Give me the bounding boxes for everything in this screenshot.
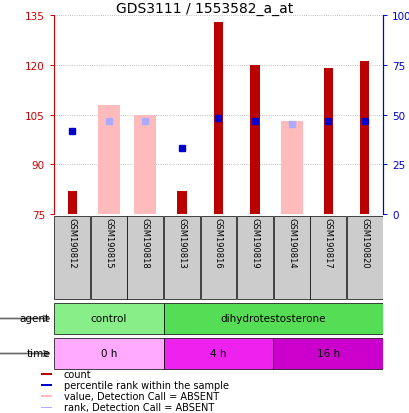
- Text: GSM190816: GSM190816: [213, 217, 222, 268]
- Bar: [41, 406, 52, 408]
- Text: value, Detection Call = ABSENT: value, Detection Call = ABSENT: [63, 392, 218, 401]
- Bar: [163, 338, 273, 369]
- Bar: [163, 303, 382, 335]
- Text: GSM190820: GSM190820: [360, 217, 369, 268]
- Text: rank, Detection Call = ABSENT: rank, Detection Call = ABSENT: [63, 403, 213, 413]
- Bar: [98, 105, 119, 214]
- Bar: [67, 191, 76, 214]
- Bar: [213, 23, 222, 214]
- Text: 16 h: 16 h: [316, 349, 339, 358]
- Bar: [91, 216, 126, 299]
- Text: GSM190817: GSM190817: [323, 217, 332, 268]
- Text: GSM190819: GSM190819: [250, 217, 259, 268]
- Text: time: time: [26, 349, 50, 358]
- Bar: [200, 216, 236, 299]
- Bar: [127, 216, 163, 299]
- Bar: [280, 122, 302, 214]
- Text: GDS3111 / 1553582_a_at: GDS3111 / 1553582_a_at: [116, 2, 293, 16]
- Text: control: control: [90, 314, 127, 324]
- Text: GSM190818: GSM190818: [141, 217, 150, 268]
- Bar: [346, 216, 382, 299]
- Text: GSM190813: GSM190813: [177, 217, 186, 268]
- Bar: [54, 216, 90, 299]
- Text: dihydrotestosterone: dihydrotestosterone: [220, 314, 325, 324]
- Bar: [54, 338, 163, 369]
- Text: agent: agent: [20, 314, 50, 324]
- Bar: [41, 373, 52, 375]
- Bar: [323, 69, 332, 214]
- Bar: [310, 216, 345, 299]
- Bar: [164, 216, 199, 299]
- Text: GSM190814: GSM190814: [286, 217, 295, 268]
- Bar: [177, 191, 186, 214]
- Bar: [273, 216, 309, 299]
- Text: 0 h: 0 h: [100, 349, 117, 358]
- Bar: [236, 216, 272, 299]
- Text: 4 h: 4 h: [210, 349, 226, 358]
- Bar: [41, 396, 52, 397]
- Bar: [41, 385, 52, 387]
- Bar: [54, 303, 163, 335]
- Bar: [273, 338, 382, 369]
- Bar: [359, 62, 369, 214]
- Text: GSM190812: GSM190812: [67, 217, 76, 268]
- Text: percentile rank within the sample: percentile rank within the sample: [63, 380, 228, 390]
- Text: count: count: [63, 370, 91, 380]
- Text: GSM190815: GSM190815: [104, 217, 113, 268]
- Bar: [134, 115, 156, 214]
- Bar: [250, 66, 259, 214]
